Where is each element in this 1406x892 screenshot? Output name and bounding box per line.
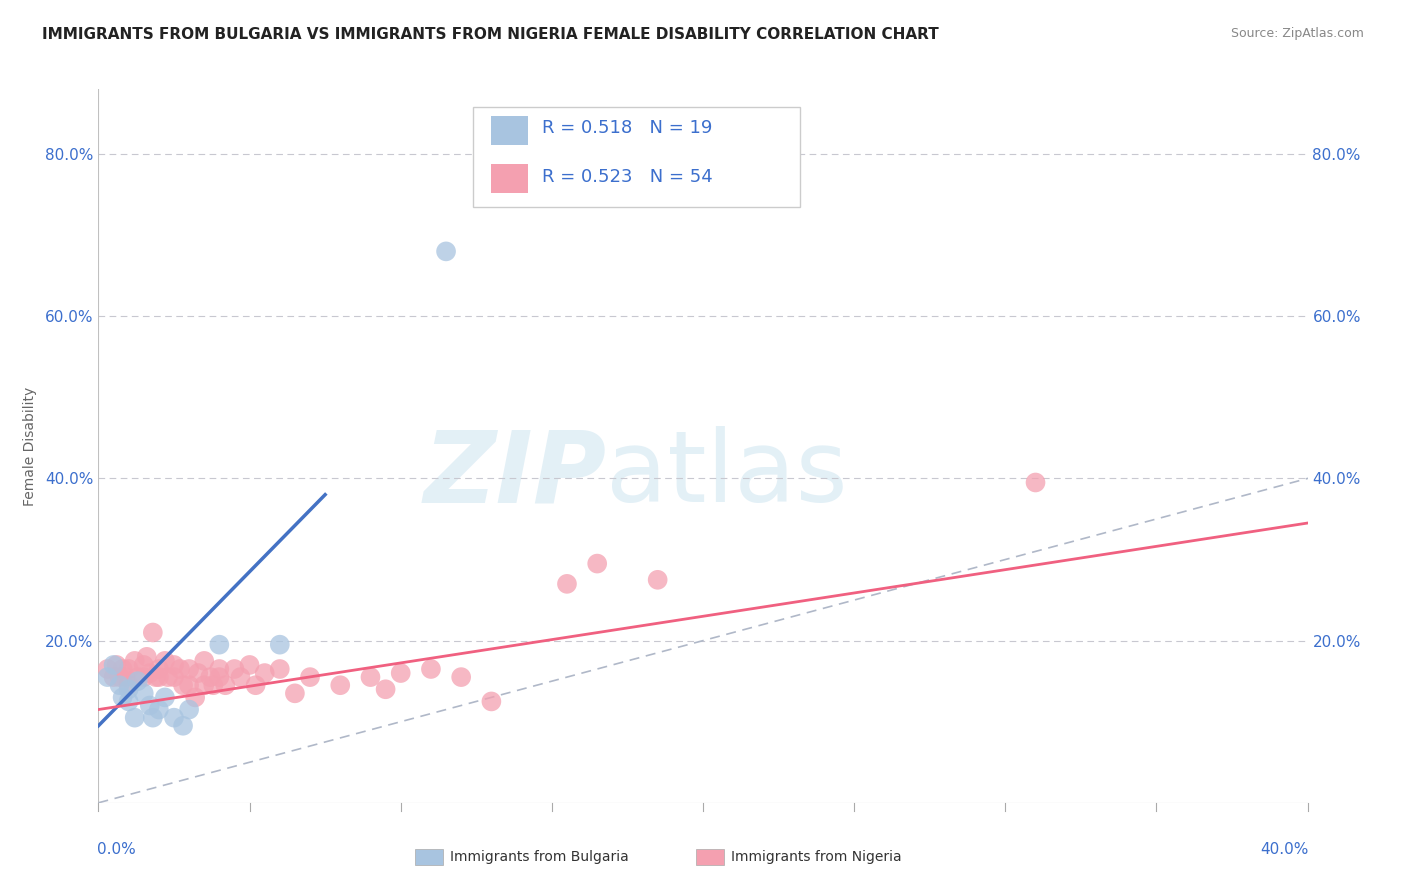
FancyBboxPatch shape (474, 107, 800, 207)
Text: IMMIGRANTS FROM BULGARIA VS IMMIGRANTS FROM NIGERIA FEMALE DISABILITY CORRELATIO: IMMIGRANTS FROM BULGARIA VS IMMIGRANTS F… (42, 27, 939, 42)
Point (450, 670, 472, 684)
Point (253, 666, 276, 681)
Text: Immigrants from Nigeria: Immigrants from Nigeria (731, 850, 901, 864)
Point (245, 678, 267, 692)
Point (111, 690, 134, 705)
Point (434, 244, 457, 259)
Point (132, 670, 155, 684)
Text: ZIP: ZIP (423, 426, 606, 523)
Point (1024, 475, 1046, 490)
Point (163, 711, 186, 725)
FancyBboxPatch shape (492, 116, 527, 145)
Y-axis label: Female Disability: Female Disability (22, 386, 37, 506)
Point (360, 670, 382, 684)
Point (111, 662, 134, 676)
Point (184, 690, 207, 705)
Point (163, 670, 186, 684)
Point (329, 678, 352, 692)
Point (118, 662, 141, 676)
Point (586, 557, 609, 571)
Point (420, 662, 443, 676)
Point (139, 698, 162, 713)
Text: R = 0.523   N = 54: R = 0.523 N = 54 (543, 168, 713, 186)
Point (239, 657, 262, 672)
Point (481, 694, 503, 708)
Text: atlas: atlas (606, 426, 848, 523)
Point (179, 662, 201, 676)
Point (142, 625, 165, 640)
Point (108, 678, 131, 692)
Point (647, 573, 669, 587)
Point (124, 654, 146, 668)
Point (208, 662, 231, 676)
Point (114, 670, 136, 684)
Point (269, 638, 291, 652)
Point (202, 678, 225, 692)
Point (96, 670, 118, 684)
Point (187, 666, 209, 681)
Point (374, 682, 396, 697)
FancyBboxPatch shape (492, 164, 527, 193)
Point (172, 719, 194, 733)
Point (132, 657, 155, 672)
Point (148, 670, 170, 684)
Text: 40.0%: 40.0% (1260, 842, 1309, 857)
Point (179, 678, 201, 692)
Point (193, 654, 215, 668)
Point (299, 670, 322, 684)
Point (96, 662, 118, 676)
Point (118, 694, 141, 708)
Text: R = 0.518   N = 19: R = 0.518 N = 19 (543, 120, 713, 137)
Point (118, 678, 141, 692)
Text: Source: ZipAtlas.com: Source: ZipAtlas.com (1230, 27, 1364, 40)
Point (153, 654, 176, 668)
Point (200, 670, 222, 684)
Point (103, 670, 125, 684)
Point (142, 711, 165, 725)
Point (208, 638, 231, 652)
Point (145, 670, 167, 684)
Point (139, 666, 162, 681)
Point (127, 670, 149, 684)
Point (224, 662, 246, 676)
Point (108, 670, 131, 684)
Point (135, 649, 157, 664)
Point (148, 702, 170, 716)
Point (208, 670, 231, 684)
Point (163, 657, 186, 672)
Point (148, 662, 170, 676)
Point (105, 657, 128, 672)
Point (179, 702, 201, 716)
Point (269, 662, 291, 676)
Point (103, 657, 125, 672)
Text: Immigrants from Bulgaria: Immigrants from Bulgaria (450, 850, 628, 864)
Point (172, 678, 194, 692)
Point (153, 690, 176, 705)
Point (118, 682, 141, 697)
Point (555, 577, 578, 591)
Point (214, 678, 236, 692)
Point (124, 711, 146, 725)
Point (127, 674, 149, 689)
Point (389, 666, 412, 681)
Point (284, 686, 307, 700)
Point (169, 662, 191, 676)
Point (193, 678, 215, 692)
Point (229, 670, 252, 684)
Text: 0.0%: 0.0% (97, 842, 136, 857)
Point (156, 670, 179, 684)
Point (132, 686, 155, 700)
